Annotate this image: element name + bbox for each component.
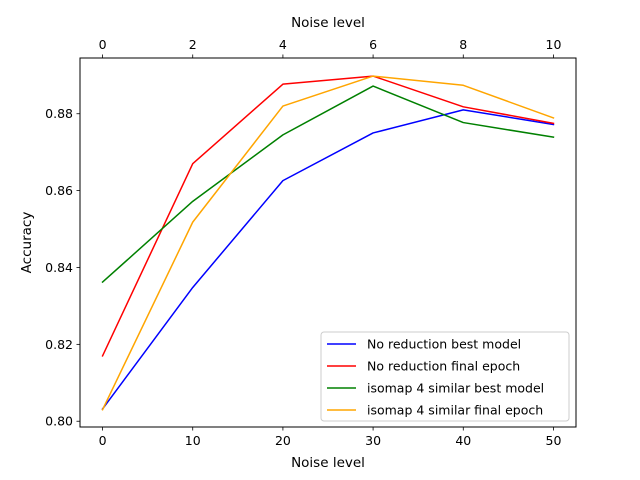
y-tick-label: 0.88 [45,106,73,121]
x-tick-label: 50 [546,433,562,448]
x-tick-label: 0 [99,433,107,448]
y-tick-label: 0.80 [45,414,73,429]
series-line-3 [101,85,555,284]
x2-axis-title: Noise level [291,15,365,31]
x-tick-label: 30 [365,433,381,448]
legend-label-2: No reduction final epoch [367,359,520,374]
y-tick-label: 0.86 [45,183,73,198]
x-tick-label: 20 [275,433,291,448]
series-layer [101,75,555,411]
x2-tick-label: 10 [546,37,562,52]
legend-box [320,331,570,422]
series-line-1 [101,109,555,410]
y-tick-label: 0.84 [45,260,73,275]
x-tick-label: 40 [455,433,471,448]
x-axis-title: Noise level [291,455,365,471]
y-axis: 0.80 0.82 0.84 0.86 0.88 [45,106,80,429]
series-line-2 [101,75,555,357]
x2-tick-label: 8 [459,37,467,52]
plot-frame [79,57,577,428]
legend-label-1: No reduction best model [367,337,521,352]
y-tick-label: 0.82 [45,337,73,352]
bottom-x-axis: 0 10 20 30 40 50 [99,427,562,448]
x2-tick-label: 2 [189,37,197,52]
y-axis-title: Accuracy [19,212,35,274]
legend: No reduction best model No reduction fina… [320,331,570,422]
x2-tick-label: 6 [369,37,377,52]
x-tick-label: 10 [185,433,201,448]
legend-label-3: isomap 4 similar best model [367,381,544,396]
series-line-4 [101,75,555,411]
x2-tick-label: 0 [99,37,107,52]
top-x-axis: 0 2 4 6 8 10 [99,37,562,58]
legend-label-4: isomap 4 similar final epoch [367,403,543,418]
x2-tick-label: 4 [279,37,287,52]
